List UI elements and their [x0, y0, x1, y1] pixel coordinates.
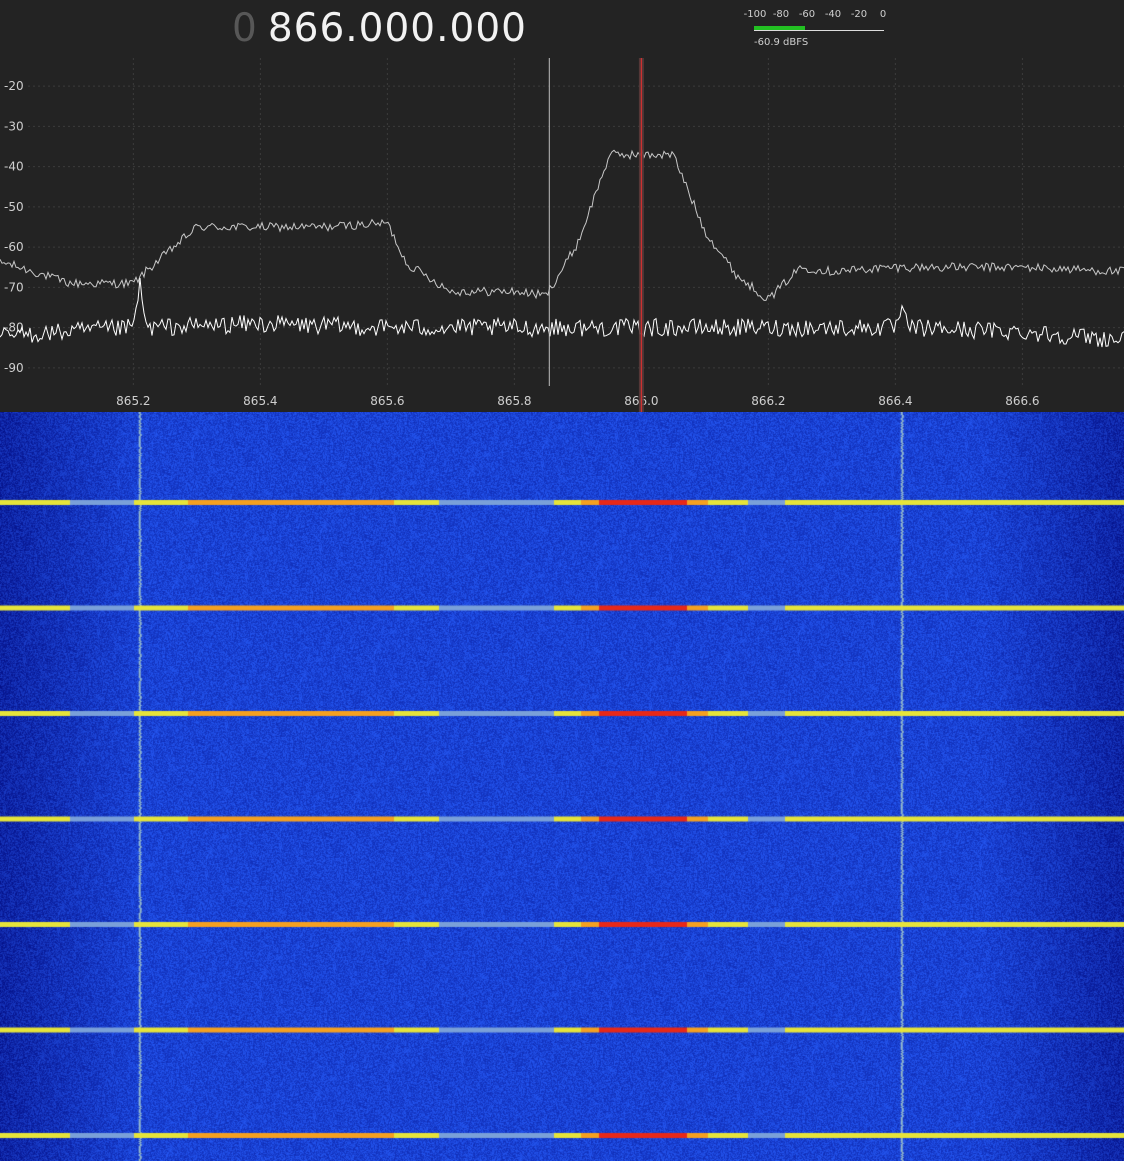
meter-scale: -100 -80 -60 -40 -20 0 — [744, 7, 889, 23]
waterfall-display[interactable] — [0, 412, 1124, 1161]
spectrum-plot[interactable]: -20 -30 -40 -50 -60 -70 -80 -90 865.2 865.4 865.6 8… — [0, 58, 1124, 412]
frequency-value[interactable]: 866.000.000 — [267, 6, 527, 51]
y-tick-label: -40 — [4, 160, 24, 174]
x-tick-label: 866.2 — [751, 394, 785, 408]
meter-axis-line — [754, 30, 884, 31]
x-tick-label: 865.4 — [243, 394, 277, 408]
meter-tick: -20 — [850, 9, 868, 20]
x-tick-label: 865.6 — [370, 394, 404, 408]
x-tick-label: 866.4 — [878, 394, 912, 408]
frequency-leading-digit[interactable]: 0 — [232, 6, 258, 51]
x-tick-label: 865.8 — [497, 394, 531, 408]
frequency-display[interactable]: 0 866.000.000 — [232, 6, 527, 51]
y-tick-label: -30 — [4, 119, 24, 133]
x-tick-label: 865.2 — [116, 394, 150, 408]
x-tick-label: 866.6 — [1005, 394, 1039, 408]
meter-readout: -60.9 dBFS — [754, 37, 809, 48]
meter-tick: 0 — [879, 9, 887, 20]
y-tick-label: -90 — [4, 361, 24, 375]
live-spectrum-trace — [0, 278, 1124, 348]
peak-hold-trace — [0, 149, 1124, 301]
y-tick-label: -50 — [4, 200, 24, 214]
y-tick-label: -20 — [4, 79, 24, 93]
y-tick-label: -60 — [4, 240, 24, 254]
frequency-toolbar: 0 866.000.000 -100 -80 -60 -40 -20 0 -60.… — [0, 0, 1124, 58]
meter-tick: -80 — [772, 9, 790, 20]
y-tick-label: -70 — [4, 280, 24, 294]
meter-tick: -100 — [743, 9, 767, 20]
meter-tick: -40 — [824, 9, 842, 20]
meter-tick: -60 — [798, 9, 816, 20]
meter-level-bar — [754, 26, 805, 31]
signal-level-meter: -100 -80 -60 -40 -20 0 -60.9 dBFS — [744, 7, 889, 52]
y-tick-label: -80 — [4, 321, 24, 335]
